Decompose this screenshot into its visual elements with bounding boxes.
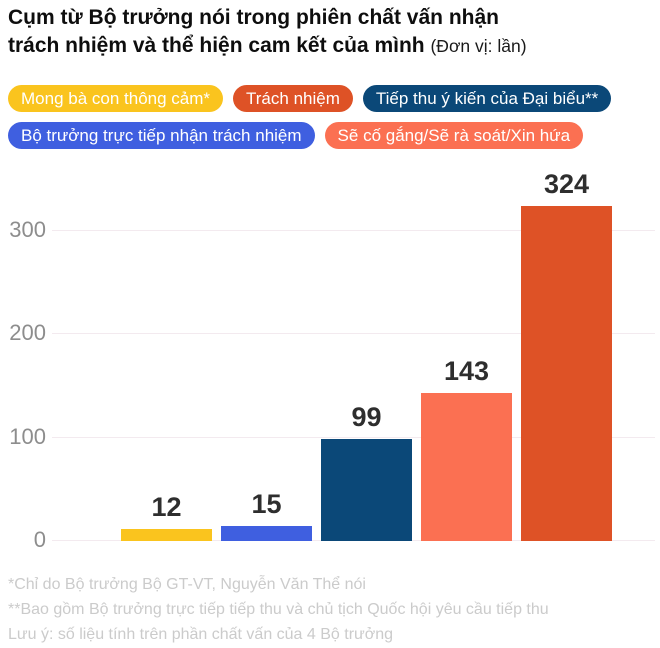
bar-value-label: 12 [151,491,182,522]
legend-row-1: Mong bà con thông cảm* Trách nhiệm Tiếp th… [8,85,656,112]
bar-chart-plot-area: 0 100 200 300 12 15 99 143 324 [0,169,660,552]
legend-pill: Bộ trưởng trực tiếp nhận trách nhiệm [8,122,315,149]
y-axis-tick-label: 300 [9,217,46,242]
gridline-100 [52,436,655,438]
bar-2 [221,525,312,541]
chart-title-line1: Cụm từ Bộ trưởng nói trong phiên chất vấ… [8,6,499,29]
legend-pill: Trách nhiệm [233,85,353,112]
bar-value-label: 143 [443,356,490,387]
footnotes: *Chỉ do Bộ trưởng Bộ GT-VT, Nguyễn Văn T… [8,572,656,647]
footnote-line-2: **Bao gồm Bộ trưởng trực tiếp tiếp thu v… [8,601,549,618]
y-axis-tick-label: 100 [9,423,46,449]
bar-value-label: 324 [543,169,590,200]
y-axis-tick-label: 0 [33,527,46,552]
gridline-200 [52,333,655,335]
bar-value-label: 15 [251,488,282,519]
chart-title-line2: trách nhiệm và thể hiện cam kết của mình… [8,34,527,57]
bar-1 [121,528,212,541]
footnote-line-1: *Chỉ do Bộ trưởng Bộ GT-VT, Nguyễn Văn T… [8,576,366,593]
legend-pill: Tiếp thu ý kiến của Đại biểu** [362,85,612,112]
bar-5 [521,206,612,541]
legend-row-2: Bộ trưởng trực tiếp nhận trách nhiệm Sẽ c… [8,122,656,149]
y-axis-tick-label: 200 [9,320,46,346]
chart-title: Cụm từ Bộ trưởng nói trong phiên chất vấ… [8,4,656,60]
legend: Mong bà con thông cảm* Trách nhiệm Tiếp th… [8,85,656,159]
bar-3 [321,438,412,541]
legend-pill: Sẽ cố gắng/Sẽ rà soát/Xin hứa [324,122,584,149]
gridline-300 [52,230,655,231]
legend-pill: Mong bà con thông cảm* [8,85,224,112]
footnote-line-3: Lưu ý: số liệu tính trên phần chất vấn c… [8,626,394,643]
bar-4 [421,393,512,541]
bar-value-label: 99 [351,401,382,432]
chart-unit-label: (Đơn vị: lần) [430,36,527,56]
